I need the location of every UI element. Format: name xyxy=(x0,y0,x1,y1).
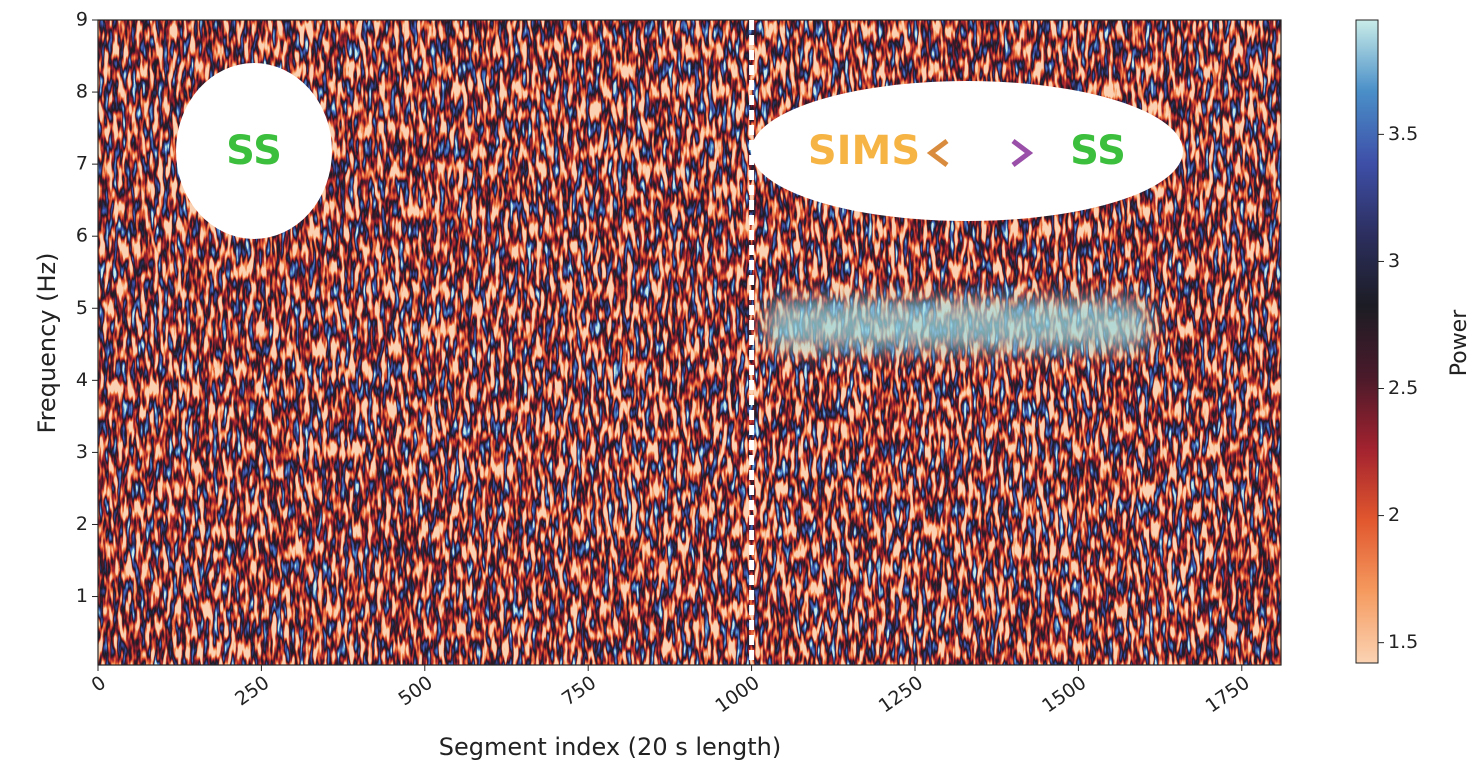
annotations: SS SIMS SS xyxy=(176,63,1183,239)
y-tick-label: 6 xyxy=(76,225,88,247)
y-tick-label: 4 xyxy=(76,369,88,391)
x-tick-label: 1500 xyxy=(1038,672,1090,718)
colorbar-label: Power xyxy=(1447,309,1472,376)
colorbar-tick-label: 3 xyxy=(1388,250,1400,272)
y-tick-label: 8 xyxy=(76,81,88,103)
x-tick-label: 1250 xyxy=(875,672,927,718)
label-bubble xyxy=(176,63,332,239)
y-tick-label: 7 xyxy=(76,153,88,175)
y-axis-label: Frequency (Hz) xyxy=(33,253,61,434)
x-axis-label: Segment index (20 s length) xyxy=(439,733,781,761)
colorbar-tick-label: 2 xyxy=(1388,504,1400,526)
y-tick-label: 3 xyxy=(76,441,88,463)
colorbar-tick-label: 2.5 xyxy=(1388,377,1418,399)
x-tick-label: 500 xyxy=(394,672,436,711)
y-tick-label: 9 xyxy=(76,9,88,31)
y-tick-label: 1 xyxy=(76,585,88,607)
x-tick-label: 0 xyxy=(87,672,110,697)
x-tick-label: 1750 xyxy=(1202,672,1254,718)
x-tick-label: 250 xyxy=(231,672,273,711)
state-label: SIMS xyxy=(808,128,920,174)
y-tick-label: 2 xyxy=(76,513,88,535)
state-label: SS xyxy=(226,128,282,174)
y-tick-label: 5 xyxy=(76,297,88,319)
plot-frame xyxy=(97,19,1282,666)
x-tick-label: 1000 xyxy=(711,672,763,718)
transition-arrow xyxy=(926,139,1034,167)
state-label: SS xyxy=(1070,128,1126,174)
colorbar xyxy=(1355,19,1379,664)
band-highlight xyxy=(765,300,1150,350)
x-tick-label: 750 xyxy=(558,672,600,711)
colorbar-tick-label: 3.5 xyxy=(1388,123,1418,145)
colorbar-tick-label: 1.5 xyxy=(1388,631,1418,653)
